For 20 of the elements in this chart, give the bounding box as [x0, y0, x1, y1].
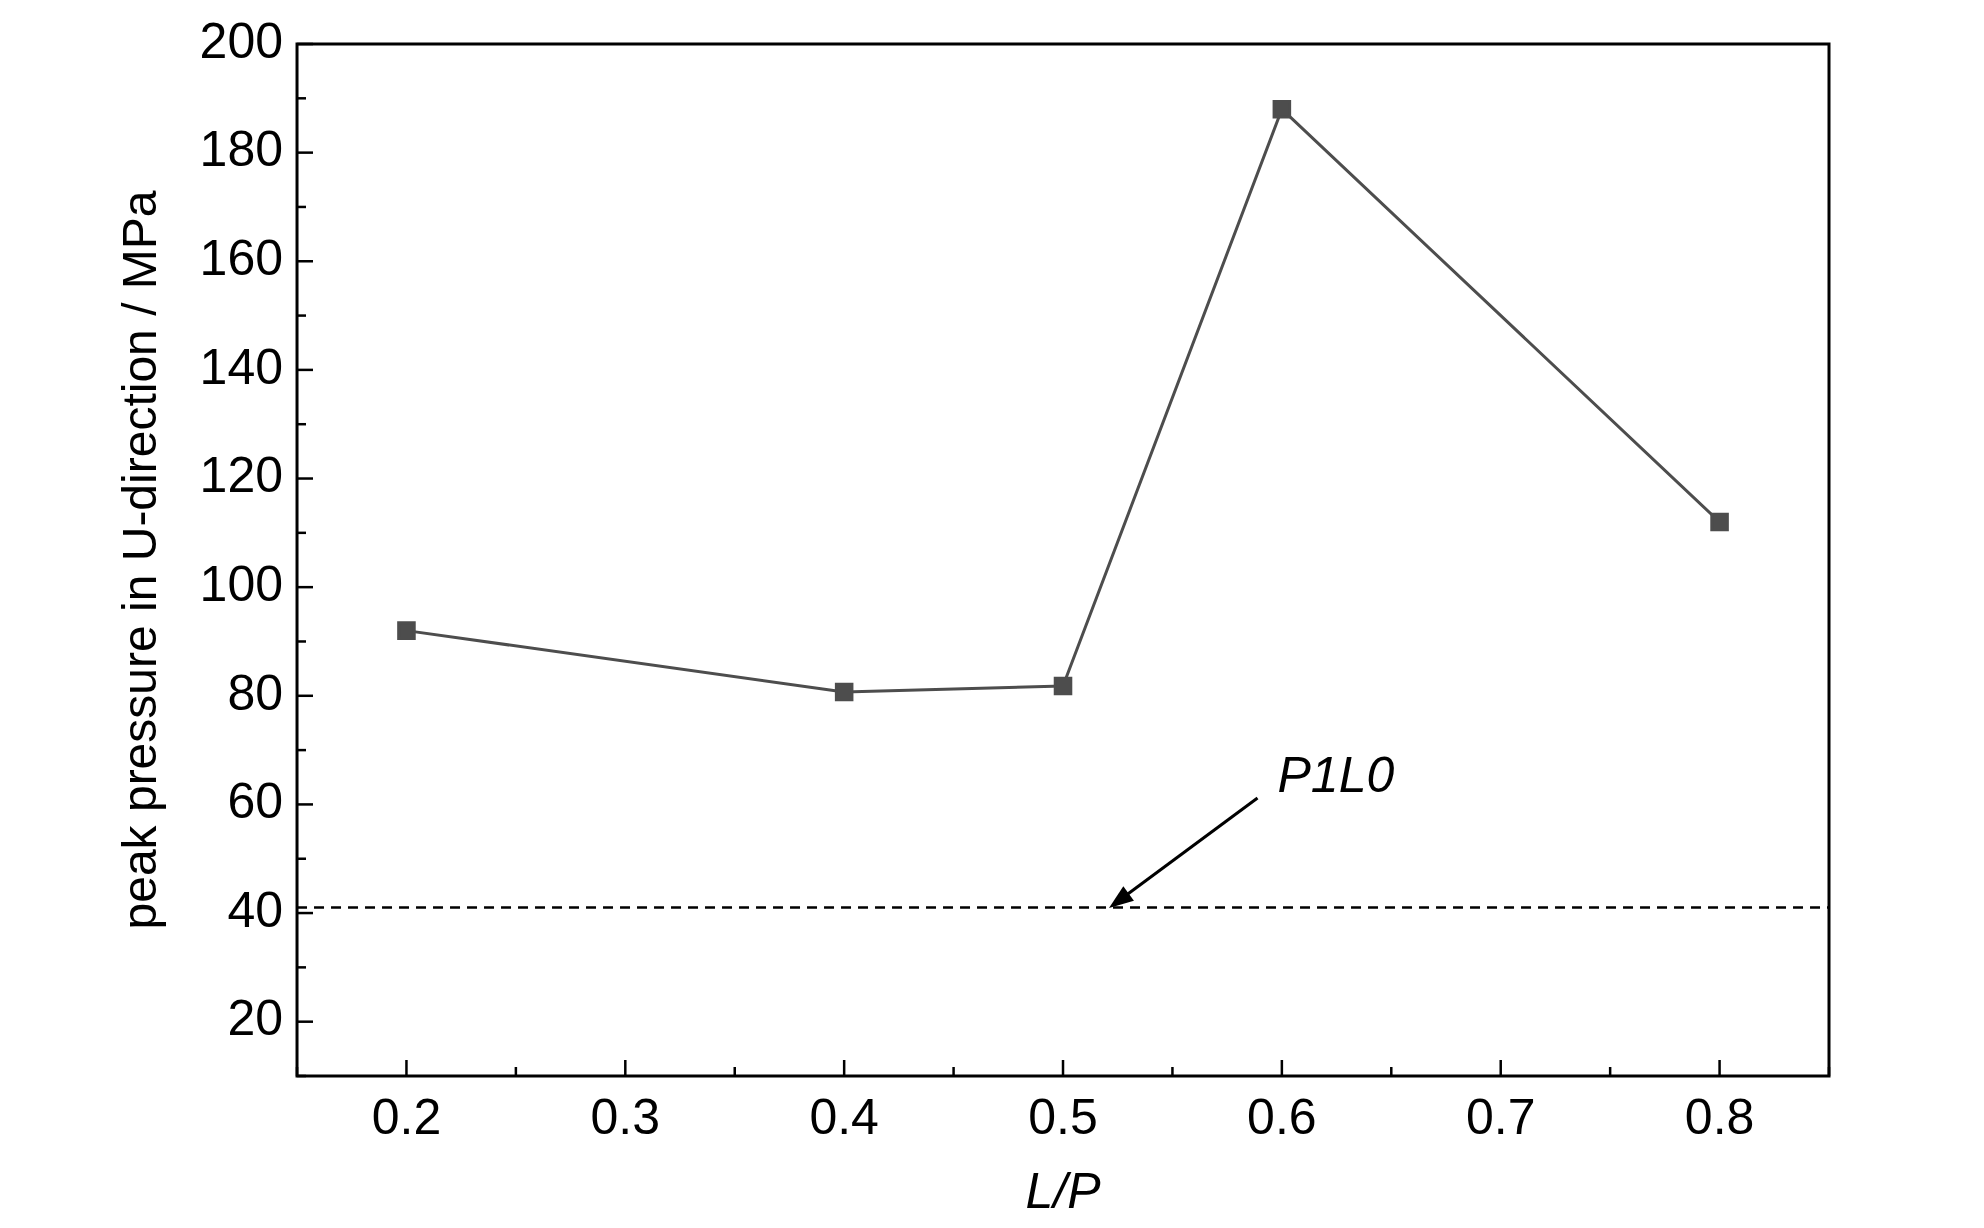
y-tick-label: 40: [227, 881, 284, 938]
x-tick-label: 0.6: [1247, 1088, 1317, 1145]
y-tick-label: 180: [199, 121, 284, 178]
x-axis-title: L/P: [1025, 1162, 1102, 1219]
y-axis-title: peak pressure in U-direction / MPa: [113, 190, 167, 930]
y-tick-label: 80: [227, 664, 284, 721]
y-tick-label: 60: [227, 773, 284, 830]
x-tick-label: 0.5: [1028, 1088, 1098, 1145]
y-tick-label: 160: [199, 230, 284, 287]
ref-line-label: P1L0: [1277, 746, 1395, 803]
x-tick-label: 0.4: [809, 1088, 879, 1145]
x-tick-label: 0.2: [371, 1088, 442, 1145]
x-tick-label: 0.3: [590, 1088, 661, 1145]
x-tick-label: 0.7: [1465, 1088, 1536, 1145]
y-tick-label: 120: [199, 447, 284, 504]
y-tick-label: 20: [227, 990, 284, 1047]
y-tick-label: 140: [199, 338, 284, 395]
y-tick-label: 200: [199, 12, 284, 69]
x-tick-label: 0.8: [1684, 1088, 1755, 1145]
y-tick-label: 100: [199, 555, 284, 612]
